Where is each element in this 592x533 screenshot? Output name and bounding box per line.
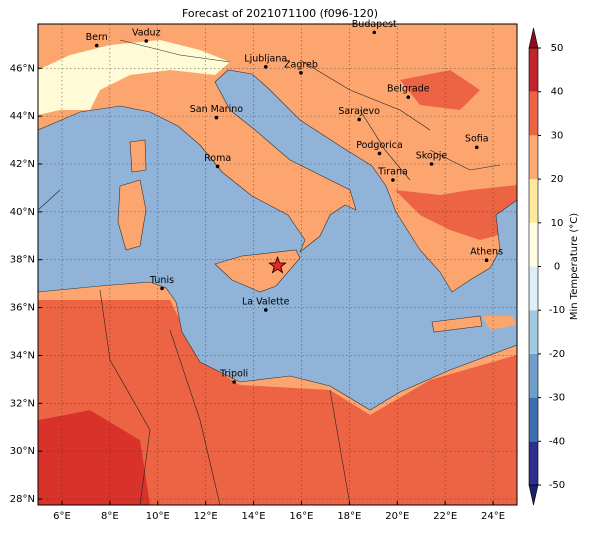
city-label: Vaduz — [132, 27, 161, 38]
y-tick-label: 44°N — [10, 111, 35, 122]
colorbar-bin — [529, 135, 538, 180]
y-tick-label: 38°N — [10, 255, 35, 266]
city-dot — [357, 117, 361, 122]
city-label: Roma — [204, 153, 231, 164]
colorbar-tick-label: -50 — [549, 480, 565, 491]
city-dot — [429, 162, 434, 166]
land — [482, 316, 517, 330]
y-tick-label: 28°N — [10, 494, 35, 505]
colorbar-tick-label: -10 — [549, 305, 565, 316]
city-label: Podgorica — [356, 140, 403, 151]
warm-zone — [395, 185, 517, 240]
y-tick-label: 46°N — [10, 63, 35, 74]
city-label: La Valette — [242, 296, 290, 307]
city-label: San Marino — [190, 104, 243, 115]
city-dot — [215, 164, 220, 169]
colorbar-bin — [529, 266, 538, 311]
map-frame — [37, 23, 518, 506]
city-label: Zagreb — [284, 59, 318, 70]
location-star — [268, 256, 287, 274]
colorbar-bin — [529, 310, 538, 354]
colorbar-under — [528, 484, 539, 506]
y-tick-label: 42°N — [10, 159, 35, 170]
warm-zone — [400, 70, 480, 110]
y-tick-label: 36°N — [10, 303, 35, 314]
colorbar-tick-label: 40 — [551, 87, 564, 98]
colorbar-bin — [529, 222, 538, 267]
city-dot — [377, 151, 382, 156]
city-dot — [232, 380, 236, 384]
map-title: Forecast of 2021071100 (f096-120) — [182, 7, 378, 20]
colorbar-bin — [529, 397, 538, 442]
sardinia — [117, 179, 147, 251]
city-label: Tripoli — [219, 368, 248, 379]
colorbar-label: Min Temperature (°C) — [569, 213, 580, 320]
city-dot — [263, 308, 268, 312]
city-label: Belgrade — [387, 84, 430, 95]
city-dot — [406, 95, 411, 100]
city-dot — [160, 286, 164, 291]
x-tick-label: 24°E — [481, 511, 505, 522]
colorbar-tick-label: 0 — [554, 262, 560, 273]
city-label: Sofia — [465, 134, 489, 145]
city-dot — [144, 39, 149, 43]
x-tick-label: 6°E — [53, 511, 71, 522]
colorbar-bin — [529, 441, 538, 485]
city-dot — [94, 43, 99, 48]
colorbar-bin — [529, 353, 538, 398]
colorbar-bin — [529, 91, 538, 136]
colorbar-tick-label: -20 — [549, 349, 565, 360]
x-tick-label: 8°E — [101, 511, 119, 522]
city-dot — [372, 30, 377, 35]
city-label: Budapest — [352, 19, 397, 30]
city-dot — [263, 65, 268, 69]
cool-zone — [38, 40, 230, 115]
country-borders — [38, 39, 501, 505]
x-tick-label: 16°E — [289, 511, 313, 522]
city-dot — [299, 71, 303, 75]
city-dot — [214, 115, 219, 120]
city-label: Athens — [470, 247, 503, 258]
x-tick-label: 12°E — [194, 511, 218, 522]
city-label: Skopje — [416, 150, 448, 161]
colorbar-tick-label: 10 — [551, 218, 564, 229]
crete — [431, 315, 483, 333]
y-tick-label: 34°N — [10, 350, 35, 361]
city-label: Bern — [86, 32, 108, 43]
hot-zone — [38, 410, 150, 505]
colorbar-tick-label: -40 — [549, 436, 565, 447]
colorbar-tick-label: 20 — [551, 174, 564, 185]
colorbar-bin — [529, 48, 538, 92]
y-tick-label: 30°N — [10, 446, 35, 457]
y-tick-label: 40°N — [10, 207, 35, 218]
city-label: Tunis — [149, 275, 174, 286]
city-dot — [474, 145, 479, 150]
y-tick-label: 32°N — [10, 398, 35, 409]
colorbar-bin — [529, 179, 538, 223]
x-tick-label: 18°E — [337, 511, 361, 522]
corsica — [129, 139, 147, 173]
city-label: Tirana — [377, 167, 408, 178]
map-area — [38, 24, 517, 505]
x-tick-label: 14°E — [242, 511, 266, 522]
x-tick-label: 10°E — [146, 511, 170, 522]
x-tick-label: 22°E — [433, 511, 457, 522]
colorbar-tick-label: -30 — [549, 393, 565, 404]
colorbar-tick-label: 30 — [551, 130, 564, 141]
city-dot — [391, 178, 395, 182]
city-label: Sarajevo — [338, 106, 380, 117]
x-tick-label: 20°E — [385, 511, 409, 522]
city-dot — [484, 258, 489, 262]
city-label: Ljubljana — [244, 53, 287, 64]
colorbar-over — [528, 27, 539, 49]
colorbar-tick-label: 50 — [551, 43, 564, 54]
warm-zone — [38, 300, 517, 505]
